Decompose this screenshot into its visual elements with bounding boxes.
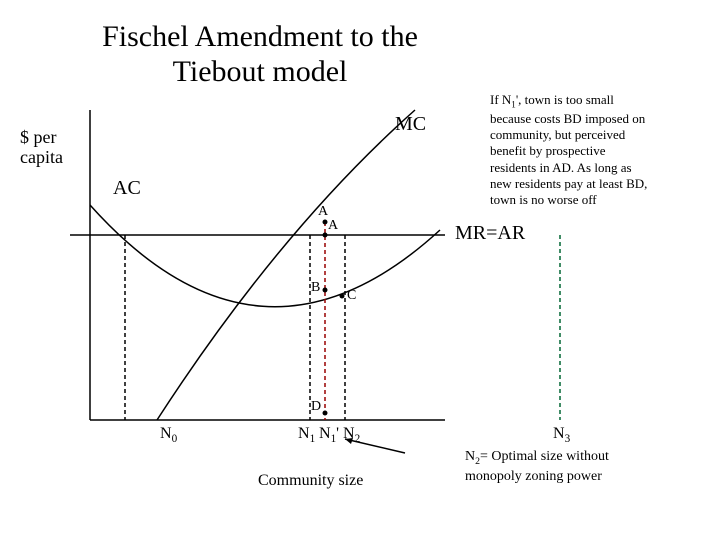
point-B <box>323 288 328 293</box>
xtick-N1p: N1' <box>319 425 339 445</box>
ptlabel-A: A <box>318 204 328 220</box>
xtick-N1-N: N <box>298 425 310 442</box>
xtick-N3-sub: 3 <box>565 433 571 445</box>
xtick-N3-N: N <box>553 425 565 442</box>
fn-pa: N <box>465 449 475 464</box>
ptlabel-A2: A <box>328 218 338 234</box>
xtick-N0-sub: 0 <box>172 433 178 445</box>
xtick-N0: N0 <box>160 425 177 445</box>
point-D <box>323 411 328 416</box>
xtick-N1p-prime: ' <box>336 425 339 442</box>
fn-pb: = Optimal size without <box>480 449 609 464</box>
label-MR: MR=AR <box>455 222 525 245</box>
mc-curve <box>157 110 415 420</box>
x-axis-label: Community size <box>258 472 363 490</box>
point-C <box>340 294 345 299</box>
label-AC: AC <box>113 177 141 200</box>
xtick-N2-N: N <box>343 425 355 442</box>
xtick-N1-sub: 1 <box>310 433 316 445</box>
chart-svg <box>0 0 720 540</box>
xtick-N1p-N: N <box>319 425 331 442</box>
label-MC: MC <box>395 113 426 136</box>
ptlabel-B: B <box>311 280 320 296</box>
xtick-N3: N3 <box>553 425 570 445</box>
point-A <box>323 220 328 225</box>
ptlabel-C: C <box>347 288 356 304</box>
ac-curve <box>90 205 440 307</box>
xtick-N2-sub: 2 <box>355 433 361 445</box>
footnote: N2= Optimal size without monopoly zoning… <box>465 448 609 486</box>
xtick-N2: N2 <box>343 425 360 445</box>
xtick-N1: N1 <box>298 425 315 445</box>
ptlabel-D: D <box>311 399 321 415</box>
point-A2 <box>323 233 328 238</box>
fn-pc: monopoly zoning power <box>465 469 602 484</box>
diagram-canvas: Fischel Amendment to the Tiebout model I… <box>0 0 720 540</box>
xtick-N0-N: N <box>160 425 172 442</box>
